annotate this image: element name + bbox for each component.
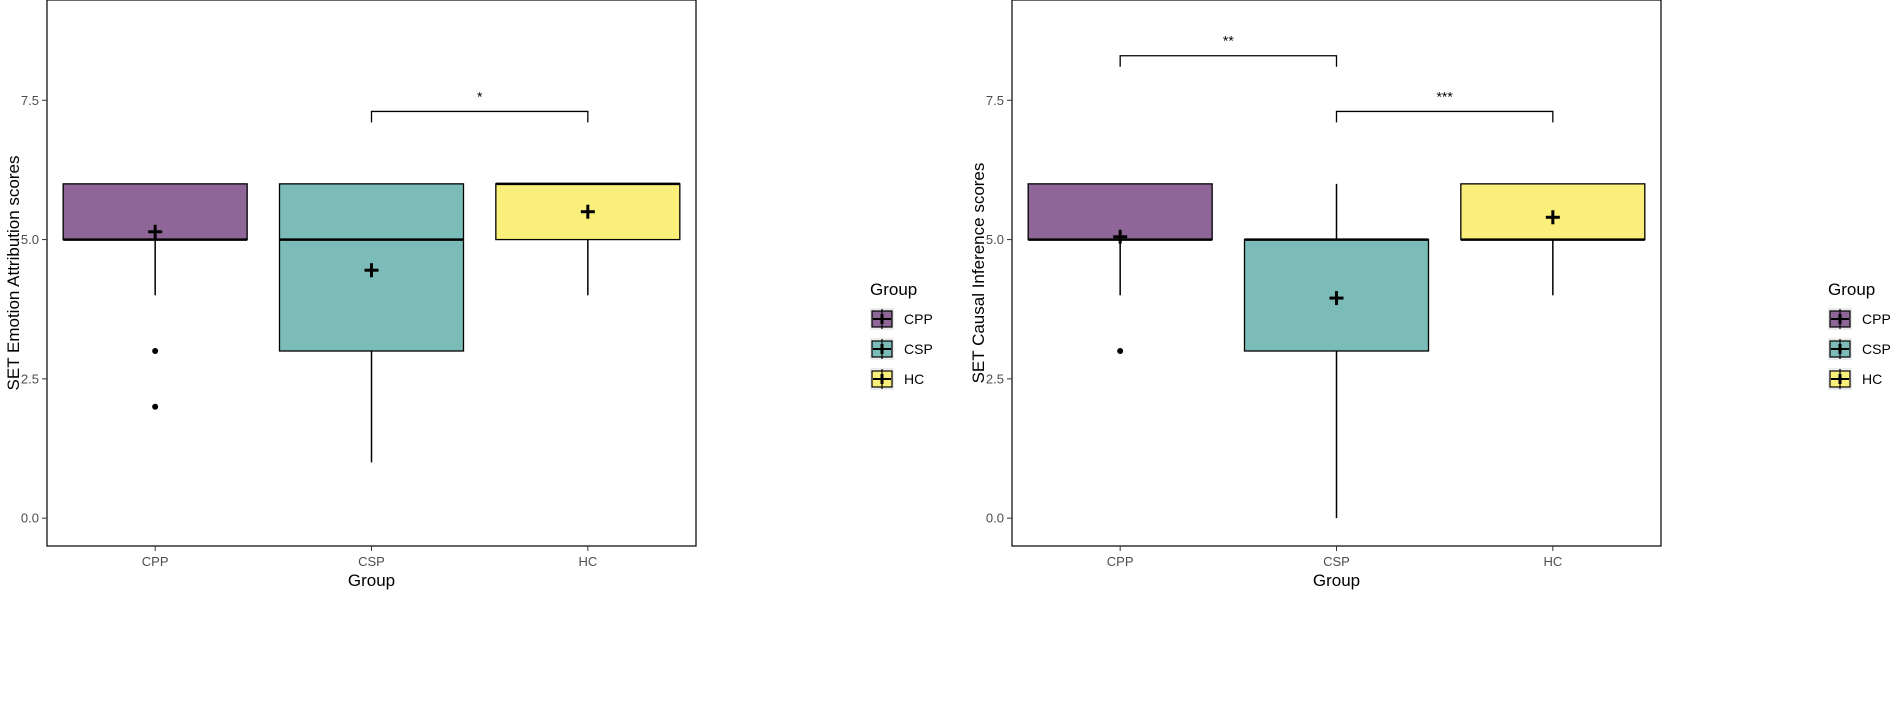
box-csp	[1243, 183, 1430, 519]
significance-bracket: **	[1119, 33, 1338, 67]
legend-entry-cpp: CPP	[870, 308, 933, 330]
legend-entry-csp-label: CSP	[904, 341, 933, 357]
bracket-line	[1119, 55, 1338, 67]
y-tick-label: 2.5	[21, 371, 39, 386]
y-tick-label: 5.0	[21, 232, 39, 247]
y-tick-label: 7.5	[21, 93, 39, 108]
emotion-panel: 0.0 2.5 5.0 7.5 CPP CSP HC Group SET Emotion Att…	[4, 0, 933, 590]
box-cpp-outlier	[152, 403, 159, 410]
legend-entry-hc-label: HC	[904, 371, 924, 387]
legend-entry-cpp: CPP	[1828, 308, 1891, 330]
x-tick-label: CPP	[1107, 554, 1134, 569]
legend-entry-hc: HC	[870, 368, 924, 390]
significance-label: *	[477, 88, 483, 104]
box-hc	[1460, 183, 1646, 296]
y-tick-label: 0.0	[21, 511, 39, 526]
x-tick-label: HC	[1543, 554, 1562, 569]
legend-entry-csp: CSP	[1828, 338, 1891, 360]
legend-title: Group	[1828, 280, 1875, 299]
legend-entry-cpp-label: CPP	[904, 311, 933, 327]
box-csp	[278, 183, 465, 463]
legend-entry-hc: HC	[1828, 368, 1882, 390]
y-tick-label: 2.5	[986, 371, 1004, 386]
causal-panel-y-axis-title: SET Causal Inference scores	[969, 163, 988, 384]
y-tick-label: 5.0	[986, 232, 1004, 247]
significance-bracket: *	[370, 88, 589, 123]
box-cpp	[1027, 183, 1213, 354]
x-tick-label: CSP	[358, 554, 385, 569]
significance-label: ***	[1436, 88, 1453, 104]
y-tick-label: 0.0	[986, 511, 1004, 526]
bracket-line	[370, 110, 589, 123]
significance-label: **	[1223, 33, 1234, 49]
causal-panel-x-axis-title: Group	[1313, 571, 1360, 590]
causal-panel: 0.0 2.5 5.0 7.5 CPP CSP HC Group SET Causal Infe…	[969, 0, 1891, 590]
legend-entry-csp-label: CSP	[1862, 341, 1891, 357]
x-tick-label: CSP	[1323, 554, 1350, 569]
x-tick-label: HC	[578, 554, 597, 569]
emotion-panel-x-axis-title: Group	[348, 571, 395, 590]
legend-title: Group	[870, 280, 917, 299]
box-cpp-outlier	[152, 348, 159, 354]
legend-entry-hc-label: HC	[1862, 371, 1882, 387]
bracket-line	[1335, 110, 1554, 123]
causal-panel-legend: Group CPP CSP HC	[1828, 280, 1891, 390]
box-hc	[495, 182, 681, 296]
legend-entry-cpp-label: CPP	[1862, 311, 1891, 327]
emotion-panel-legend: Group CPP CSP HC	[870, 280, 933, 390]
box-cpp	[62, 183, 248, 410]
box-cpp-outlier	[1117, 348, 1124, 354]
legend-entry-csp: CSP	[870, 338, 933, 360]
emotion-panel-y-axis-title: SET Emotion Attribution scores	[4, 156, 23, 391]
x-tick-label: CPP	[142, 554, 169, 569]
y-tick-label: 7.5	[986, 93, 1004, 108]
significance-bracket: ***	[1335, 88, 1554, 123]
